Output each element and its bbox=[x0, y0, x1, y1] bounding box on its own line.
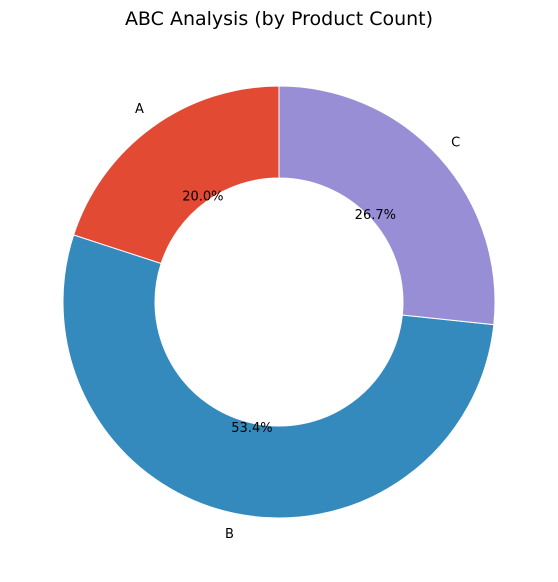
category-label-a: A bbox=[135, 102, 144, 117]
donut-labels: A 20.0% B 53.4% C 26.7% bbox=[135, 102, 460, 542]
chart-title: ABC Analysis (by Product Count) bbox=[125, 8, 433, 30]
percent-label-b: 53.4% bbox=[231, 421, 272, 436]
percent-label-a: 20.0% bbox=[182, 190, 223, 205]
category-label-c: C bbox=[451, 136, 460, 151]
percent-label-c: 26.7% bbox=[355, 208, 396, 223]
category-label-b: B bbox=[225, 527, 234, 542]
slice-b bbox=[62, 234, 495, 519]
slice-a bbox=[73, 85, 280, 265]
slice-c bbox=[278, 85, 496, 326]
donut-slices bbox=[62, 85, 496, 519]
